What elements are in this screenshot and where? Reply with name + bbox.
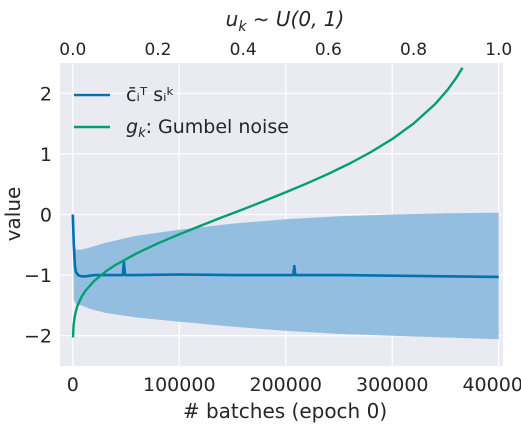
top-x-tick-label: 0.8 [400,40,427,60]
top-x-tick-label: 1.0 [485,40,512,60]
y-tick-label: −2 [24,326,52,348]
y-tick-label: 1 [40,144,52,166]
legend-label-series-2: gk: Gumbel noise [126,116,289,141]
x-tick-label: 100000 [143,374,216,396]
legend: c̄ᵢᵀ sᵢᵏ gk: Gumbel noise [74,84,289,141]
x-axis-label: # batches (epoch 0) [183,399,387,423]
top-x-tick-label: 0.0 [59,40,86,60]
top-x-tick-label: 0.4 [230,40,257,60]
x-tick-label: 300000 [356,374,429,396]
y-tick-label: −1 [24,265,52,287]
series-1-mean-line [71,214,499,279]
y-tick-label: 0 [40,205,52,227]
top-x-tick-label: 0.2 [144,40,171,60]
plot-area: 0 100000 200000 300000 400000 2 1 0 −1 −2 0.0 0.2 0.… [24,40,521,396]
legend-label-series-1: c̄ᵢᵀ sᵢᵏ [126,84,175,106]
y-tick-label: 2 [40,83,52,105]
x-tick-label: 400000 [462,374,521,396]
top-axis-title: uk ∼ U(0, 1) [226,7,345,35]
x-tick-label: 0 [67,374,79,396]
y-axis-label: value [1,187,25,242]
series-2-gumbel-line [71,67,464,338]
top-x-tick-label: 0.6 [315,40,342,60]
x-tick-label: 200000 [249,374,322,396]
